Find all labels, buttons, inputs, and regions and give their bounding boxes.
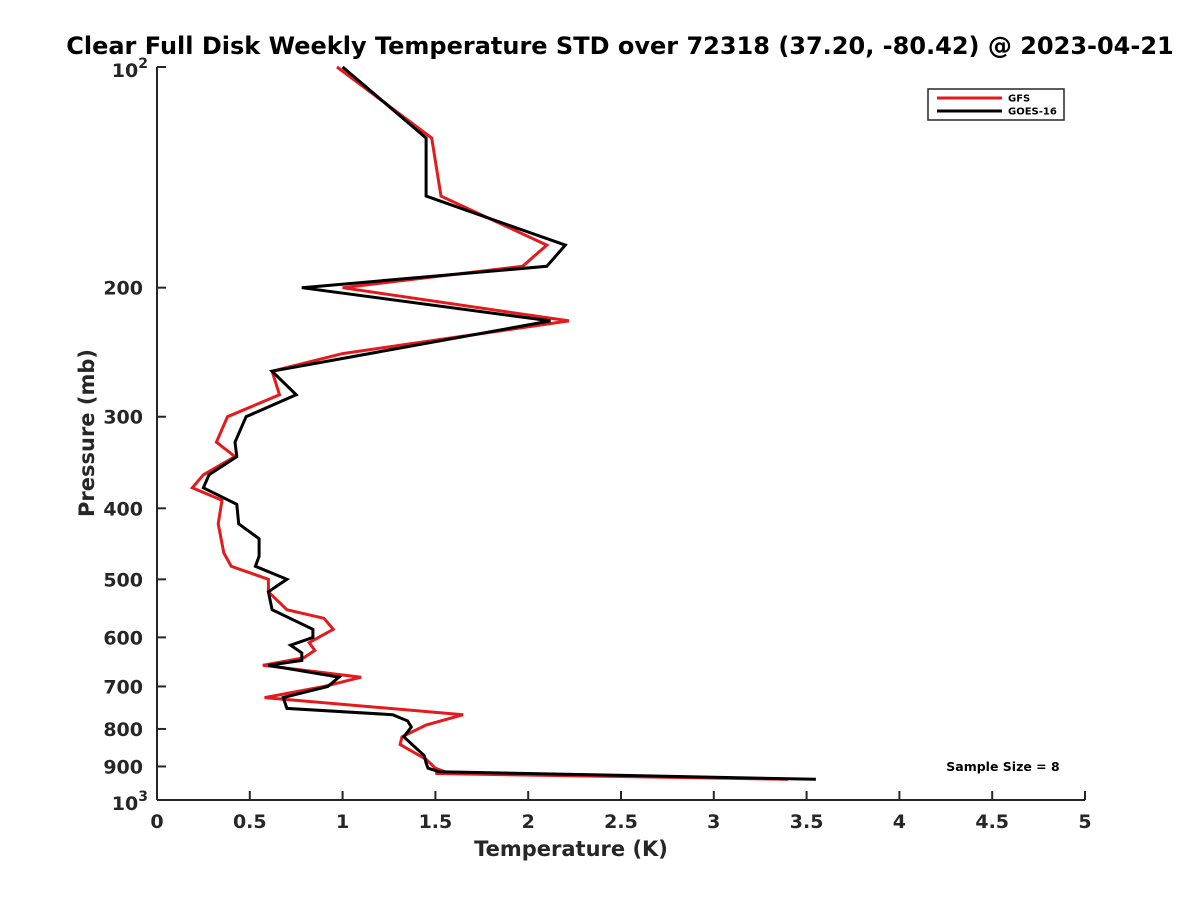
y-tick-label: 900 bbox=[103, 756, 143, 778]
legend-label: GOES-16 bbox=[1008, 107, 1057, 118]
x-tick-label: 4 bbox=[893, 811, 906, 833]
y-tick-label: 400 bbox=[103, 498, 143, 520]
series-line-gfs bbox=[189, 65, 789, 781]
sample-size-note: Sample Size = 8 bbox=[946, 759, 1059, 774]
y-tick-label: 700 bbox=[103, 676, 143, 698]
x-tick-label: 5 bbox=[1078, 811, 1091, 833]
x-tick-label: 2.5 bbox=[604, 811, 638, 833]
x-axis-label: Temperature (K) bbox=[474, 837, 668, 861]
y-tick-label: 102 bbox=[112, 56, 148, 82]
x-tick-label: 3 bbox=[707, 811, 720, 833]
x-tick-label: 1.5 bbox=[419, 811, 453, 833]
y-tick-label: 800 bbox=[103, 719, 143, 741]
y-tick-label: 103 bbox=[112, 789, 148, 815]
legend-label: GFS bbox=[1008, 94, 1030, 105]
x-tick-label: 1 bbox=[336, 811, 349, 833]
x-tick-label: 0 bbox=[150, 811, 163, 833]
x-tick-label: 0.5 bbox=[233, 811, 267, 833]
chart-title: Clear Full Disk Weekly Temperature STD o… bbox=[66, 32, 1174, 60]
x-tick-label: 2 bbox=[522, 811, 535, 833]
y-tick-label: 600 bbox=[103, 627, 143, 649]
x-tick-label: 3.5 bbox=[790, 811, 824, 833]
y-tick-label: 500 bbox=[103, 569, 143, 591]
series-line-goes-16 bbox=[201, 65, 816, 781]
y-tick-label: 300 bbox=[103, 407, 143, 429]
legend-box bbox=[927, 88, 1065, 121]
x-tick-label: 4.5 bbox=[975, 811, 1009, 833]
y-axis-label: Pressure (mb) bbox=[75, 349, 99, 517]
y-tick-label: 200 bbox=[103, 278, 143, 300]
